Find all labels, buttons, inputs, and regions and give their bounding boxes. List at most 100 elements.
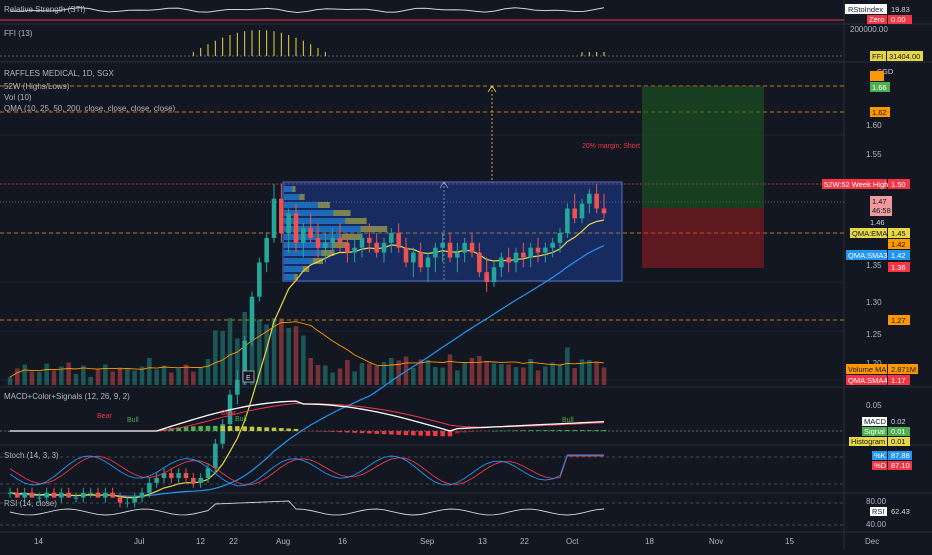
qma-ema-line	[9, 219, 605, 499]
volume-profile	[284, 186, 388, 280]
candle-body	[242, 340, 247, 380]
macd-signal-bear-2: Bear	[221, 410, 236, 417]
volume-bar	[95, 368, 101, 385]
tag-qma-sma3-name: QMA:SMA3	[848, 251, 888, 260]
volume-bar	[81, 365, 86, 385]
macd-signal-bull-2: Bull	[235, 416, 247, 423]
legend-vol[interactable]: Vol (10)	[4, 93, 32, 102]
macd-histogram-bar	[308, 431, 313, 432]
macd-histogram-bar	[550, 430, 555, 431]
macd-histogram-bar	[176, 427, 181, 431]
macd-pane-title[interactable]: MACD+Color+Signals (12, 26, 9, 2)	[4, 392, 130, 401]
d-tag-name-bg	[872, 461, 887, 470]
macd-histogram-bar	[433, 431, 438, 437]
candle-body	[513, 252, 519, 263]
time-label-14: 14	[34, 537, 43, 546]
volume-profile-row-up	[299, 194, 305, 200]
candle-body	[469, 242, 475, 253]
tag-147: 1.47	[872, 197, 887, 206]
hist-tag-name: Histogram	[851, 437, 885, 446]
tag-qma-ema-name: QMA:EMA	[852, 229, 887, 238]
zero-tag-bg	[867, 15, 887, 24]
macd-histogram-bar	[491, 430, 497, 432]
tag-146: 1.46	[870, 218, 885, 227]
volume-profile-row	[284, 250, 322, 256]
margin-annotation[interactable]: 20% margin; Short	[582, 143, 640, 150]
tag-volma-bg	[888, 364, 918, 374]
d-tag-value: 87.10	[891, 461, 910, 470]
time-label-15: 15	[785, 537, 794, 546]
earnings-marker-label: E	[246, 375, 251, 382]
rsi-pane-title[interactable]: RSI (14, close)	[4, 499, 57, 508]
candle-body	[403, 247, 409, 263]
volume-bar	[557, 365, 563, 385]
axis-tick-155: 1.55	[866, 150, 882, 159]
macd-histogram-bar	[484, 431, 489, 432]
tag-162-bg	[870, 107, 890, 117]
candle-body	[594, 193, 599, 209]
macd-histogram-bar	[499, 430, 504, 432]
candle-body	[462, 242, 467, 253]
tag-145-bg	[888, 228, 910, 238]
volume-profile-row-up	[292, 186, 296, 192]
macd-line	[10, 400, 605, 432]
macd-histogram-bar	[301, 431, 306, 432]
volume-bar	[286, 328, 291, 385]
candle-body	[579, 203, 585, 219]
volume-bar	[367, 363, 372, 385]
volume-bar	[433, 367, 438, 385]
ffi-pane-title[interactable]: FFI (13)	[4, 29, 33, 38]
candle-body	[506, 257, 511, 263]
volume-bar	[330, 372, 335, 385]
candle-body	[491, 267, 497, 282]
candle-body	[198, 478, 203, 483]
volume-profile-row-up	[318, 202, 330, 208]
volume-bar	[205, 359, 211, 385]
macd-tag-value: 0.02	[891, 417, 906, 426]
stoch-k-line	[9, 454, 604, 487]
volume-bar	[169, 372, 174, 385]
currency-label[interactable]: SGD	[877, 67, 894, 76]
rs-pane-title[interactable]: Relative Strength (STI)	[4, 5, 86, 14]
candle-body	[257, 262, 262, 297]
macd-histogram-bar	[425, 431, 431, 436]
volume-bar	[389, 358, 394, 385]
tag-52w-name-bg	[822, 179, 887, 189]
macd-histogram-bar	[381, 431, 387, 435]
rs-tag-name-bg	[845, 4, 887, 14]
rsi-axis-top: 80.00	[866, 497, 887, 506]
time-label-12: 12	[196, 537, 205, 546]
tag-136: 1.36	[891, 263, 906, 272]
volume-bar	[440, 367, 445, 385]
macd-histogram-bar	[337, 431, 343, 433]
position-profit-zone[interactable]	[642, 86, 764, 208]
legend-qma[interactable]: QMA (10, 25, 50, 200, close, close, clos…	[4, 104, 176, 113]
macd-histogram-bar	[557, 430, 563, 431]
volume-bar	[550, 362, 555, 385]
candle-body	[279, 198, 284, 233]
d-tag-name: %D	[874, 461, 887, 470]
candle-body	[117, 497, 123, 503]
volume-bar	[235, 338, 240, 385]
macd-histogram-bar	[601, 430, 607, 431]
candlesticks	[7, 184, 607, 508]
volume-bar	[103, 364, 108, 385]
macd-signal-bear-1: Bear	[97, 413, 112, 420]
candle-body	[308, 228, 313, 238]
volume-bar	[565, 347, 570, 385]
volume-profile-row-up	[333, 210, 351, 216]
time-label-dec: Dec	[865, 537, 879, 546]
macd-histogram-bar	[271, 427, 277, 431]
price-pane-title[interactable]: RAFFLES MEDICAL, 1D, SGX	[4, 69, 114, 78]
tag-162: 1.62	[872, 108, 887, 117]
tag-136-bg	[888, 262, 910, 272]
macd-histogram-bar	[418, 431, 423, 436]
macd-tag-name-bg	[862, 417, 887, 426]
earnings-marker[interactable]	[242, 370, 255, 383]
tag-sma4-name: QMA:SMA4	[848, 376, 888, 385]
macd-histogram-bar	[587, 430, 592, 431]
position-loss-zone[interactable]	[642, 208, 764, 268]
legend-52w[interactable]: 52W (Highs/Lows)	[4, 82, 70, 91]
macd-histogram-bar	[521, 430, 526, 431]
stoch-pane-title[interactable]: Stoch (14, 3, 3)	[4, 451, 59, 460]
